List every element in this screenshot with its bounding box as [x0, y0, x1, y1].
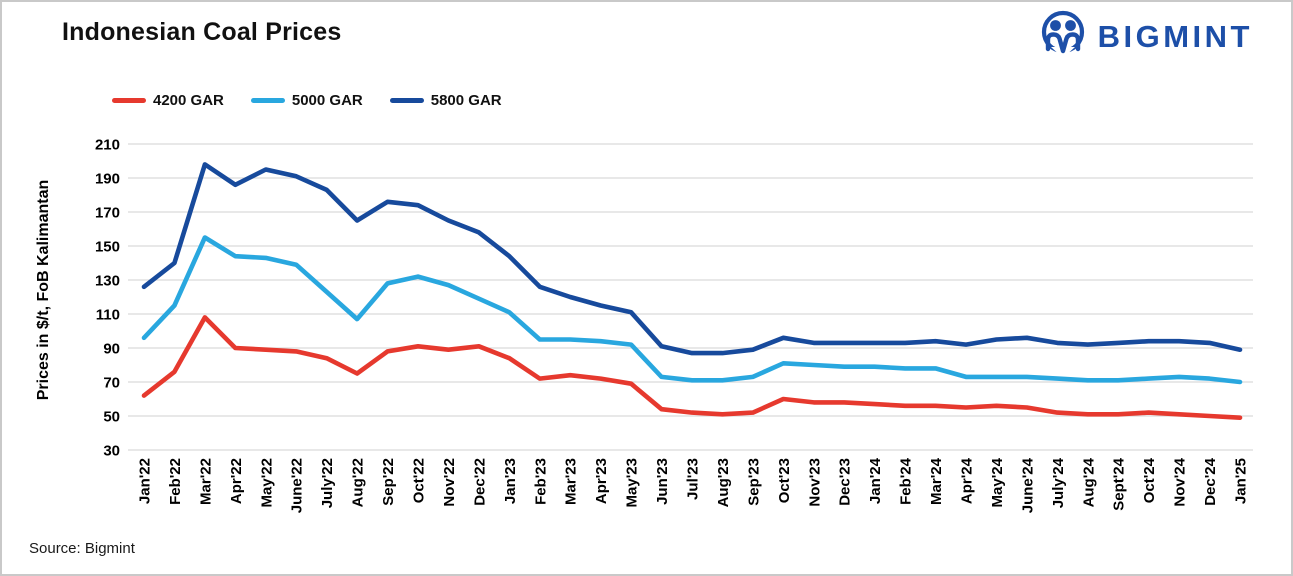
x-tick-label: Dec'22 — [471, 458, 488, 506]
x-tick-label: Dec'23 — [837, 458, 854, 506]
legend-item-5800-gar: 5800 GAR — [389, 92, 502, 109]
x-tick-label: Nov'22 — [441, 458, 458, 507]
series-line-5000-gar — [141, 235, 1243, 385]
x-tick-label: Dec'24 — [1202, 457, 1219, 505]
y-tick-label: 170 — [95, 205, 120, 222]
bigmint-logo-icon — [1038, 10, 1088, 63]
legend-swatch-5000-gar — [250, 98, 285, 103]
x-tick-label: Apr'23 — [593, 458, 610, 504]
x-tick-label: Jul'23 — [685, 458, 702, 500]
page-title: Indonesian Coal Prices — [62, 18, 342, 46]
legend-label-5000-gar: 5000 GAR — [291, 92, 363, 109]
bigmint-logo: BIGMINT — [1038, 10, 1253, 63]
y-tick-label: 110 — [96, 307, 120, 324]
series-line-5800-gar — [141, 162, 1243, 356]
y-axis-title: Prices in $/t, FoB Kalimantan — [35, 180, 52, 401]
x-tick-label: July'24 — [1050, 457, 1067, 508]
legend-item-5000-gar: 5000 GAR — [250, 92, 363, 109]
x-tick-label: Nov'23 — [806, 458, 823, 507]
y-tick-label: 190 — [95, 171, 120, 188]
x-tick-label: May'23 — [624, 458, 641, 507]
x-tick-label: Sept'24 — [1111, 457, 1128, 510]
x-tick-label: June'22 — [289, 458, 306, 513]
y-tick-label: 150 — [95, 239, 120, 256]
x-tick-label: Apr'24 — [959, 457, 976, 504]
legend-swatch-5800-gar — [389, 98, 424, 103]
legend-label-5800-gar: 5800 GAR — [430, 92, 502, 109]
x-tick-label: Jun'23 — [654, 458, 671, 505]
y-tick-label: 30 — [103, 443, 120, 460]
x-tick-label: Feb'22 — [167, 458, 184, 505]
legend-item-4200-gar: 4200 GAR — [112, 92, 224, 109]
y-tick-label: 130 — [95, 273, 120, 290]
x-tick-label: Feb'23 — [532, 458, 549, 505]
x-tick-label: Oct'22 — [411, 458, 428, 503]
x-tick-label: May'22 — [258, 458, 275, 507]
x-tick-label: Sep'23 — [745, 458, 762, 506]
bigmint-logo-text: BIGMINT — [1097, 18, 1253, 54]
source-note: Source: Bigmint — [29, 540, 135, 557]
x-tick-label: Jan'24 — [867, 457, 884, 504]
legend-label-4200-gar: 4200 GAR — [153, 92, 224, 109]
x-tick-label: Aug'22 — [350, 458, 367, 507]
x-tick-label: Sep'22 — [380, 458, 397, 506]
x-tick-label: July'22 — [319, 458, 336, 508]
x-tick-label: Nov'24 — [1172, 457, 1189, 506]
x-tick-label: Feb'24 — [898, 457, 915, 505]
legend-swatch-4200-gar — [112, 98, 146, 103]
x-tick-label: Jan'22 — [137, 458, 154, 504]
x-tick-label: June'24 — [1019, 457, 1036, 513]
y-tick-label: 210 — [95, 137, 120, 154]
x-tick-label: Mar'22 — [197, 458, 214, 505]
y-tick-label: 90 — [103, 341, 120, 358]
x-tick-label: Jan'25 — [1233, 458, 1250, 504]
x-tick-label: Aug'23 — [715, 458, 732, 507]
chart-legend: 4200 GAR 5000 GAR 5800 GAR — [112, 92, 502, 109]
x-tick-label: Aug'24 — [1080, 457, 1097, 507]
x-tick-label: Mar'23 — [563, 458, 580, 505]
x-tick-label: Oct'23 — [776, 458, 793, 503]
x-tick-label: Oct'24 — [1141, 457, 1158, 503]
y-tick-label: 50 — [103, 409, 120, 426]
x-tick-label: May'24 — [989, 457, 1006, 507]
x-tick-label: Jan'23 — [502, 458, 519, 504]
x-tick-label: Apr'22 — [228, 458, 245, 504]
series-line-4200-gar — [141, 315, 1243, 421]
x-tick-label: Mar'24 — [928, 457, 945, 505]
y-tick-label: 70 — [103, 375, 120, 392]
